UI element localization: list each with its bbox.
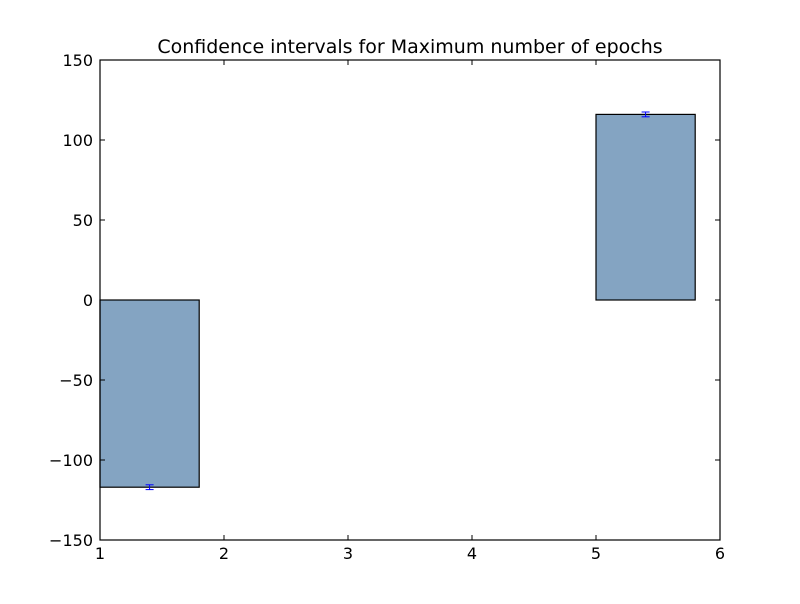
y-tick-label-0: 0: [83, 291, 93, 310]
chart-title: Confidence intervals for Maximum number …: [157, 36, 662, 58]
y-tick-label-100: 100: [62, 131, 93, 150]
x-tick-label-6: 6: [715, 544, 725, 563]
x-tick-label-1: 1: [95, 544, 105, 563]
bar-2: [595, 113, 696, 301]
y-tick-label-150: 150: [62, 51, 93, 70]
x-tick-label-5: 5: [591, 544, 601, 563]
y-tick-label--150: −150: [49, 531, 93, 550]
bar-1: [99, 299, 200, 488]
plot-area: 1 2 3 4 5 6 −150 −100 −50 0 50 100 150: [49, 51, 725, 563]
y-tick-label--50: −50: [59, 371, 93, 390]
x-tick-label-2: 2: [219, 544, 229, 563]
x-tick-label-4: 4: [467, 544, 477, 563]
y-tick-label-50: 50: [73, 211, 93, 230]
y-tick-label--100: −100: [49, 451, 93, 470]
x-tick-label-3: 3: [343, 544, 353, 563]
